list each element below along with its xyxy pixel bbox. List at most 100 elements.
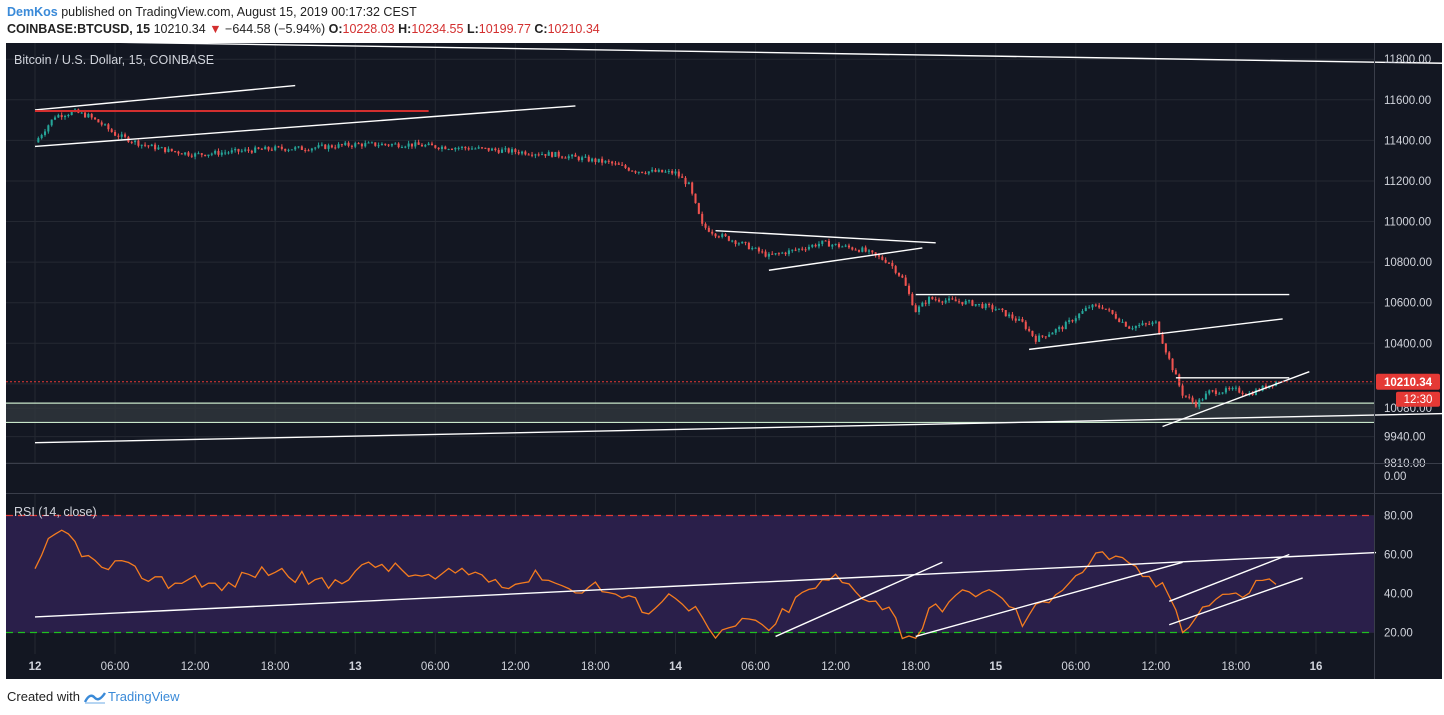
last-price-tag-label: 10210.34 (1384, 377, 1433, 389)
candle (714, 233, 717, 237)
candle (357, 143, 360, 145)
candle (404, 146, 407, 148)
candle (617, 163, 620, 165)
candle (514, 149, 517, 153)
candle (290, 149, 293, 151)
candle (110, 129, 113, 133)
candle (681, 176, 684, 178)
candle (497, 150, 500, 153)
candle (294, 147, 297, 150)
candle (340, 144, 343, 146)
candle (1088, 307, 1091, 309)
candle (300, 146, 303, 150)
candle (587, 156, 590, 162)
candle (337, 144, 340, 148)
candle (1061, 326, 1064, 330)
candle (521, 151, 524, 154)
candle (721, 234, 724, 237)
candle (1228, 388, 1231, 390)
candle (787, 250, 790, 255)
rsi-trend-2-trendline (915, 561, 1183, 638)
candle (737, 243, 740, 245)
candle (544, 154, 547, 156)
candle (257, 147, 260, 149)
candle (324, 144, 327, 149)
candle (998, 308, 1001, 310)
candle (330, 145, 333, 148)
candle (1158, 321, 1161, 335)
candle (684, 177, 687, 185)
rsi-tick-label: 20.00 (1384, 628, 1413, 640)
candle (487, 147, 490, 151)
candle (524, 151, 527, 155)
candle (687, 182, 690, 185)
candle (134, 140, 137, 143)
candle (1071, 320, 1074, 322)
candle (1108, 309, 1111, 311)
candle (591, 158, 594, 162)
candle (1241, 392, 1244, 395)
price-tick-label: 11600.00 (1384, 95, 1431, 107)
close-value: 10210.34 (547, 22, 600, 36)
candle (1231, 387, 1234, 390)
tradingview-link[interactable]: TradingView (107, 689, 180, 704)
candle (1151, 322, 1154, 325)
candle (314, 147, 317, 149)
candle (1221, 392, 1224, 394)
time-tick-label: 06:00 (421, 661, 450, 673)
candle (120, 134, 123, 137)
price-tick-label: 10600.00 (1384, 298, 1432, 310)
candle (80, 112, 83, 114)
candle (794, 249, 797, 251)
high-value: 10234.55 (411, 22, 464, 36)
candle (347, 142, 350, 146)
author-link[interactable]: DemKos (7, 5, 58, 19)
candle (274, 146, 277, 151)
candle (667, 170, 670, 172)
countdown-tag-label: 12:30 (1404, 394, 1433, 406)
candle (334, 147, 337, 149)
tri1-lower-trendline (768, 247, 923, 271)
time-tick-label: 13 (349, 661, 362, 673)
close-label: C: (534, 22, 548, 36)
candle (634, 171, 637, 173)
candle (531, 154, 534, 156)
candle (364, 143, 367, 147)
candle (307, 150, 310, 152)
candle (597, 158, 600, 163)
candle (1154, 321, 1157, 323)
last-price-tag (1376, 373, 1440, 390)
candle (47, 125, 50, 132)
candle (247, 149, 250, 151)
candle (170, 148, 173, 152)
candle (344, 142, 347, 146)
candle (1098, 305, 1101, 308)
candle (884, 259, 887, 263)
high-label: H: (398, 22, 412, 36)
candle (140, 144, 143, 146)
candle (861, 247, 864, 252)
candle (954, 299, 957, 302)
candle (224, 152, 227, 154)
candle (654, 169, 657, 172)
candle (410, 143, 413, 147)
candle (781, 252, 784, 254)
rsi-trend-1-trendline (775, 561, 943, 638)
candle (887, 262, 891, 264)
candle (881, 256, 884, 260)
candle (367, 142, 370, 144)
candle (220, 152, 223, 155)
candle (1261, 385, 1264, 391)
candle (958, 301, 961, 303)
candle (534, 154, 537, 156)
candle (627, 167, 630, 171)
tradingview-logo-icon (83, 690, 106, 707)
candle (1178, 374, 1181, 386)
candle (614, 163, 617, 165)
candle (370, 142, 373, 144)
candle (671, 170, 674, 174)
candle (624, 165, 627, 168)
candle (1191, 397, 1194, 402)
symbol-label: COINBASE:BTCUSD, 15 (7, 22, 151, 36)
candle (320, 144, 323, 146)
